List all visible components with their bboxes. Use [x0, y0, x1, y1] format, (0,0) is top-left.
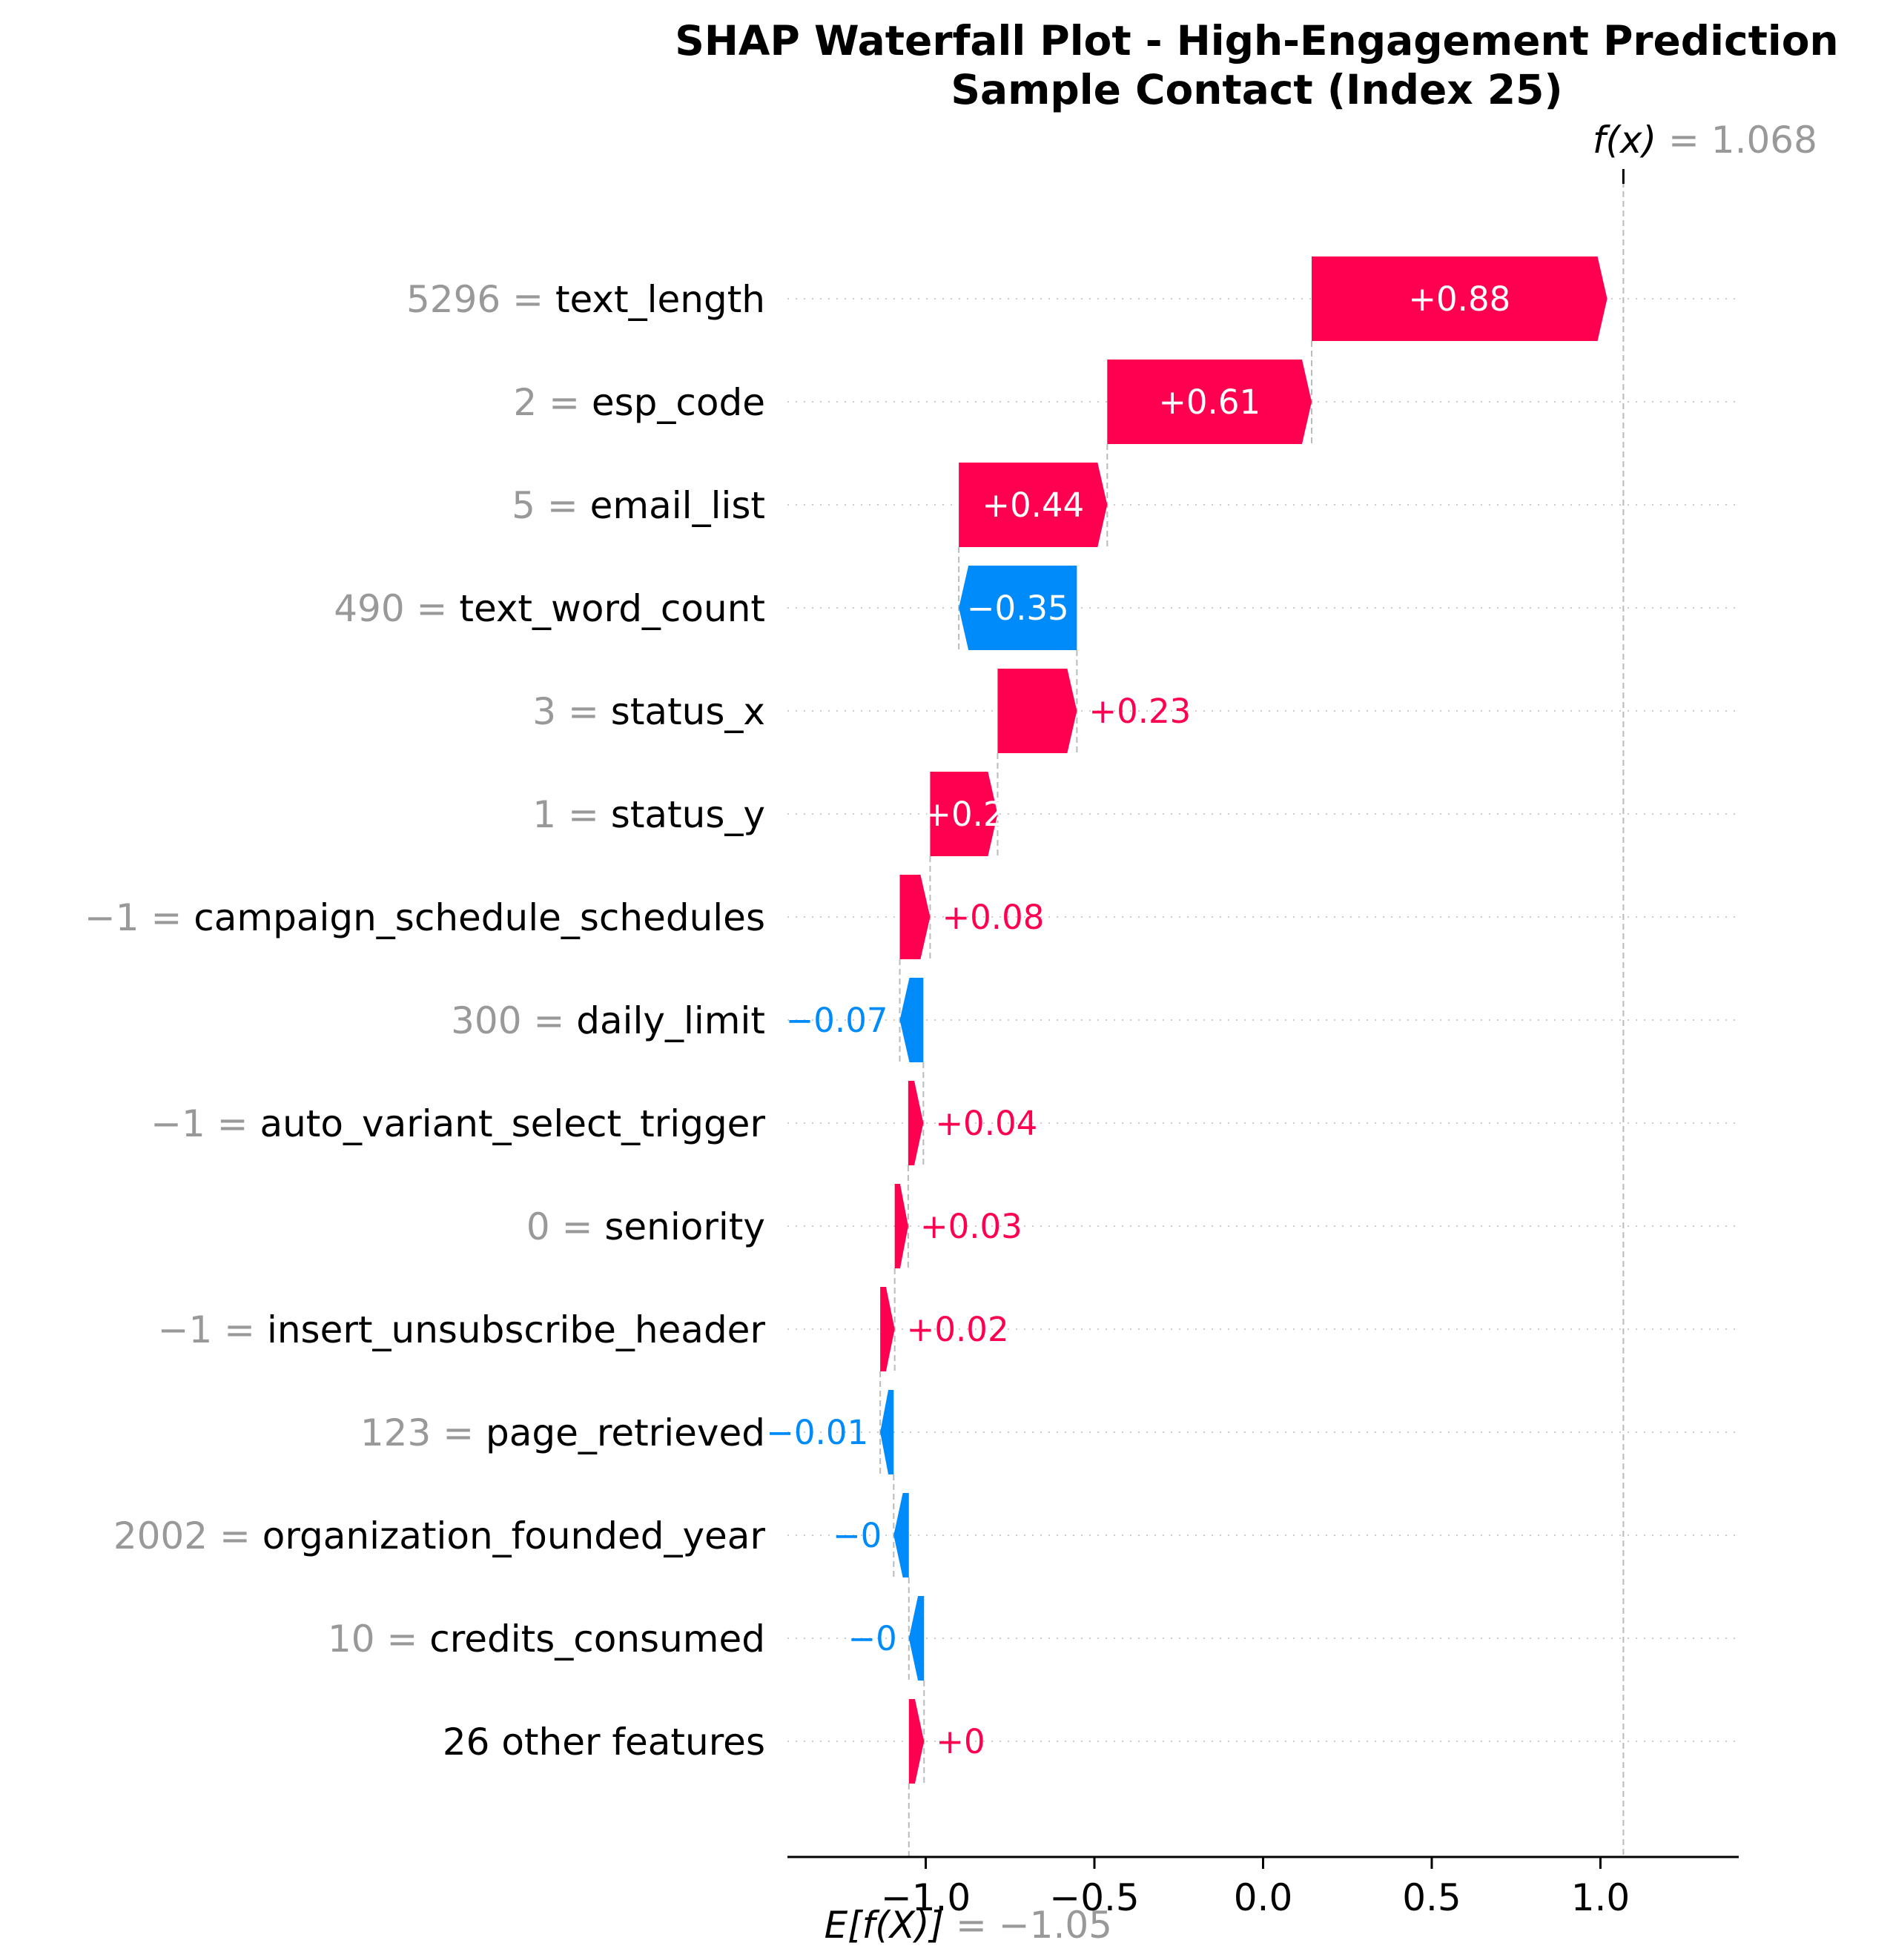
chart-subtitle: Sample Contact (Index 25)	[951, 66, 1562, 113]
chart-title: SHAP Waterfall Plot - High-Engagement Pr…	[675, 17, 1838, 64]
feature-name: organization_founded_year	[262, 1514, 766, 1557]
positive-bar	[959, 463, 1108, 547]
base-value-prefix: E[f(X)]	[825, 1904, 956, 1947]
x-axis: −1.0 −0.5 0.0 0.5 1.0	[787, 1855, 1739, 1919]
feature-label: 2002 = organization_founded_year	[113, 1514, 766, 1557]
feature-labels: +0.88 5296 = text_length +0.61 2 = esp_code…	[85, 278, 1510, 1764]
feature-name: email_list	[590, 484, 765, 527]
x-tick-label: −1.0	[881, 1876, 971, 1919]
bar-value-label: +0.88	[1408, 279, 1510, 319]
feature-label: −1 = auto_variant_select_trigger	[151, 1102, 765, 1145]
positive-bar	[908, 1081, 924, 1165]
feature-value: 2 =	[513, 381, 592, 424]
feature-name: seniority	[604, 1205, 765, 1248]
gridlines	[787, 298, 1739, 1742]
feature-name: 26 other features	[443, 1721, 765, 1764]
feature-value: 0 =	[526, 1205, 605, 1248]
feature-name: campaign_schedule_schedules	[194, 896, 765, 939]
x-tick-label: 0.5	[1402, 1876, 1461, 1919]
feature-name: insert_unsubscribe_header	[267, 1308, 765, 1351]
positive-bar	[908, 1699, 925, 1784]
feature-label: 26 other features	[443, 1721, 765, 1764]
negative-bar	[959, 566, 1077, 650]
feature-value: 5 =	[512, 484, 590, 527]
positive-bar	[880, 1287, 895, 1371]
feature-label: 1 = status_y	[532, 793, 765, 836]
feature-label: 300 = daily_limit	[451, 999, 765, 1042]
bar-value-label: +0.2	[923, 795, 1004, 834]
feature-label: −1 = campaign_schedule_schedules	[85, 896, 765, 939]
feature-label: 490 = text_word_count	[334, 587, 765, 630]
positive-bar	[1312, 256, 1608, 341]
feature-value: 123 =	[360, 1411, 486, 1454]
feature-name: status_y	[611, 793, 765, 836]
bar-value-label: +0.04	[935, 1104, 1037, 1143]
feature-label: 0 = seniority	[526, 1205, 765, 1248]
feature-name: daily_limit	[576, 999, 765, 1042]
base-value-label: E[f(X)] = −1.05	[825, 1904, 1112, 1947]
feature-value: 10 =	[328, 1618, 429, 1661]
feature-name: page_retrieved	[486, 1411, 765, 1454]
feature-value: 490 =	[334, 587, 459, 630]
bar-value-label: +0.03	[920, 1207, 1022, 1246]
feature-name: text_length	[555, 278, 765, 321]
bar-value-label: −0.01	[766, 1413, 868, 1452]
positive-bar	[930, 772, 998, 856]
bar-value-label: +0.61	[1158, 383, 1260, 422]
feature-name: text_word_count	[459, 587, 765, 630]
x-tick-label: −0.5	[1049, 1876, 1139, 1919]
output-value-prefix: f(x)	[1593, 119, 1668, 162]
output-value-label: f(x) = 1.068	[1593, 119, 1817, 162]
feature-name: auto_variant_select_trigger	[260, 1102, 765, 1145]
x-tick-label: 1.0	[1571, 1876, 1630, 1919]
feature-label: 123 = page_retrieved	[360, 1411, 765, 1454]
positive-bar	[997, 669, 1077, 753]
feature-value: 300 =	[451, 999, 576, 1042]
feature-label: 2 = esp_code	[513, 381, 765, 424]
bar-value-label: +0.23	[1088, 692, 1191, 731]
negative-bar	[893, 1493, 909, 1577]
feature-value: 5296 =	[406, 278, 555, 321]
bar-value-label: +0.44	[982, 486, 1084, 525]
feature-name: credits_consumed	[429, 1618, 765, 1661]
positive-bar	[1107, 360, 1312, 444]
x-tick-label: 0.0	[1234, 1876, 1293, 1919]
feature-label: 5296 = text_length	[406, 278, 765, 321]
feature-value: −1 =	[151, 1102, 260, 1145]
negative-bar	[899, 978, 924, 1062]
negative-bar	[880, 1390, 894, 1474]
bar-value-label: −0	[833, 1516, 882, 1555]
bar-value-label: −0.07	[786, 1001, 888, 1040]
feature-label: 5 = email_list	[512, 484, 765, 527]
feature-value: 1 =	[532, 793, 611, 836]
positive-bar	[899, 875, 931, 959]
feature-label: 10 = credits_consumed	[328, 1618, 765, 1661]
bar-value-label: −0.35	[967, 589, 1069, 628]
bar-value-label: +0.02	[907, 1310, 1009, 1349]
feature-value: −1 =	[158, 1308, 267, 1351]
bars	[880, 256, 1608, 1784]
connector-lines	[879, 169, 1625, 1857]
bar-value-label: −0	[847, 1619, 896, 1658]
feature-value: 3 =	[532, 690, 611, 733]
bar-value-label: +0	[936, 1722, 985, 1761]
feature-value: 2002 =	[113, 1514, 262, 1557]
positive-bar	[894, 1184, 908, 1268]
negative-bar	[908, 1596, 925, 1681]
base-value-number: = −1.05	[956, 1904, 1112, 1947]
feature-name: status_x	[611, 690, 765, 733]
feature-name: esp_code	[592, 381, 765, 424]
output-value-number: = 1.068	[1668, 119, 1817, 162]
base-value-annotation: E[f(X)] = −1.05	[825, 1904, 1112, 1947]
bar-value-label: +0.08	[942, 898, 1044, 937]
feature-label: −1 = insert_unsubscribe_header	[158, 1308, 766, 1351]
feature-label: 3 = status_x	[532, 690, 765, 733]
output-value-annotation: f(x) = 1.068	[1593, 119, 1817, 162]
feature-value: −1 =	[85, 896, 194, 939]
